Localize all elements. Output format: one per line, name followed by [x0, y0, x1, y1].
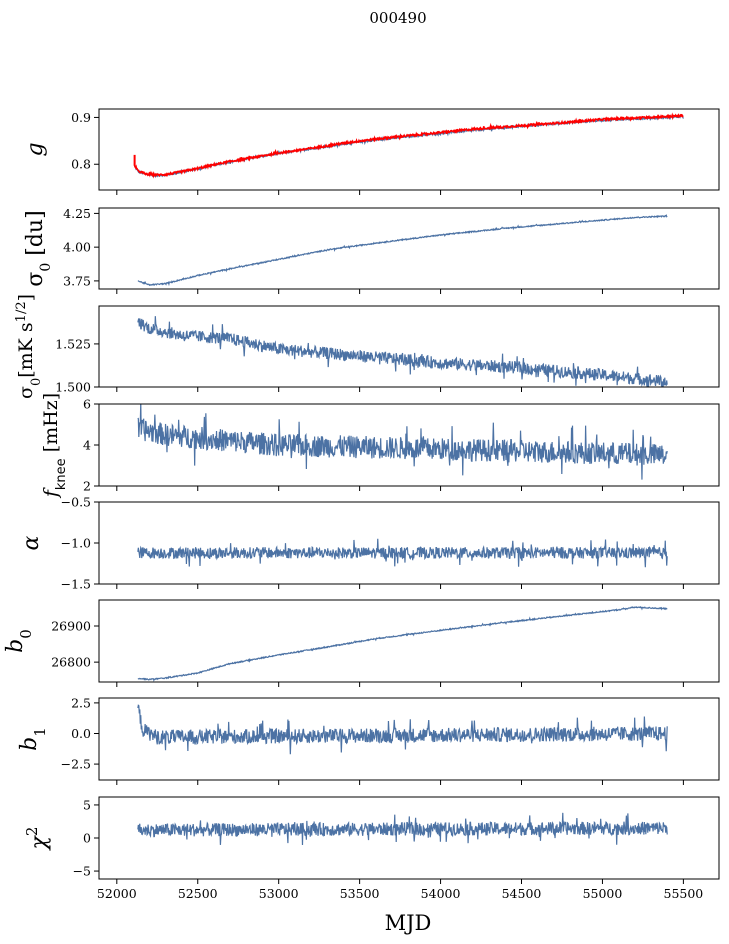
- y-tick-label: 0.9: [71, 110, 91, 125]
- y-axis-label: b0: [3, 629, 35, 653]
- y-tick-label: 26900: [51, 619, 91, 634]
- axes-frame: [98, 697, 720, 781]
- series-line-1: [137, 704, 668, 755]
- axes-frame: [98, 796, 720, 880]
- panel-5: −1.5 −1.0 −0.5 α: [19, 495, 720, 592]
- y-axis-label: b1: [17, 727, 49, 751]
- series-line-1: [137, 606, 668, 682]
- y-tick-label: 2: [83, 479, 91, 494]
- y-axis-label: g: [23, 142, 48, 156]
- y-tick-label: 6: [83, 397, 91, 412]
- y-axis-label: σ0 [du]: [23, 210, 54, 286]
- panel-7: −2.5 0.0 2.5 b1: [17, 695, 720, 785]
- y-axis-label: α: [19, 535, 44, 550]
- y-tick-label: 3.75: [63, 273, 91, 288]
- y-tick-label: −1.5: [61, 577, 91, 592]
- panel-6: 26800 26900 b0: [3, 599, 720, 687]
- axes-frame: [98, 207, 720, 290]
- axes-frame: [98, 305, 720, 388]
- series-line-1: [137, 214, 668, 287]
- y-axis-label: χ2: [23, 827, 52, 852]
- y-tick-label: 4.00: [63, 240, 91, 255]
- panel-4: 2 4 6 fknee [mHz]: [40, 393, 720, 499]
- x-tick-label: 55500: [664, 886, 704, 901]
- y-tick-label: −2.5: [61, 757, 91, 772]
- series-line-1: [134, 114, 684, 179]
- series-line-1: [137, 538, 668, 568]
- x-tick-label: 52000: [97, 886, 137, 901]
- y-tick-label: −5: [73, 864, 91, 879]
- panel-1: 0.8 0.9 g: [23, 108, 720, 195]
- series-line-2: [133, 112, 684, 179]
- y-tick-label: 1.525: [55, 336, 91, 351]
- y-tick-label: 0: [83, 831, 91, 846]
- y-tick-label: 5: [83, 797, 91, 812]
- axes-frame: [98, 108, 720, 191]
- x-tick-label: 53000: [259, 886, 299, 901]
- axes-frame: [98, 501, 720, 585]
- y-tick-label: 0.8: [71, 157, 91, 172]
- y-axis-label: σ0[mK s1/2]: [14, 294, 44, 399]
- x-tick-label: 54000: [421, 886, 461, 901]
- series-line-1: [137, 316, 668, 387]
- y-tick-label: 26800: [51, 655, 91, 670]
- y-tick-label: 4: [83, 438, 91, 453]
- y-tick-label: 0.0: [71, 726, 91, 741]
- x-tick-label: 54500: [502, 886, 542, 901]
- panel-2: 3.75 4.00 4.25 σ0 [du]: [23, 206, 720, 294]
- x-tick-label: 52500: [178, 886, 218, 901]
- x-tick-label: 55000: [583, 886, 623, 901]
- x-tick-label: 53500: [340, 886, 380, 901]
- y-tick-label: −1.0: [61, 536, 91, 551]
- y-axis-label: fknee [mHz]: [40, 393, 69, 499]
- x-axis-label: MJD: [385, 911, 432, 935]
- y-tick-label: 4.25: [63, 206, 91, 221]
- series-line-1: [137, 812, 668, 845]
- y-tick-label: 1.500: [55, 380, 91, 395]
- figure-title: 000490: [369, 9, 426, 27]
- panel-8: −5 0 5 52000 52500 53000 53500 54000 54500 55000 5…: [23, 796, 720, 901]
- panel-3: 1.500 1.525 σ0[mK s1/2]: [14, 294, 720, 399]
- axes-frame: [98, 599, 720, 683]
- series-line-1: [137, 404, 668, 480]
- y-tick-label: 2.5: [71, 695, 91, 710]
- y-tick-label: −0.5: [61, 495, 91, 510]
